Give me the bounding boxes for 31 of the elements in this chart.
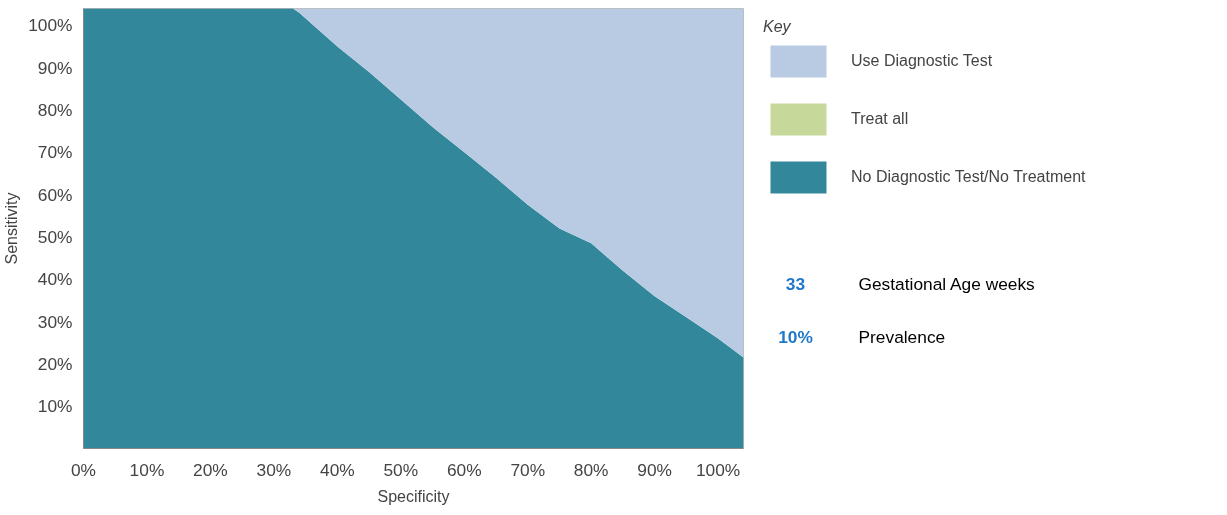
y-tick-label: 60% [37,184,73,205]
x-tick-label: 10% [129,459,165,480]
x-tick-label: 70% [510,459,546,480]
y-tick-label: 20% [37,353,73,374]
x-tick-label: 90% [637,459,672,480]
x-tick-label: 100% [695,459,741,480]
y-tick-label: 50% [37,226,73,247]
text: Gestational Age weeks [858,274,1036,295]
legend-label: No Diagnostic Test/No Treatment [851,168,1086,186]
y-tick-label: 10% [37,396,73,417]
x-tick-label: 30% [256,459,292,480]
x-tick-label: 0% [70,459,97,480]
y-tick-label: 80% [37,100,73,121]
text: Prevalence [858,327,946,347]
text: 33 [785,274,806,295]
x-tick-label: 50% [383,459,419,480]
x-tick-label: 20% [193,459,228,480]
x-tick-label: 40% [320,459,355,480]
legend-label: Treat all [851,110,909,128]
legend-label: Use Diagnostic Test [851,52,993,70]
y-axis-title: Sensitivity [3,192,21,265]
legend-title: Key [763,18,792,36]
y-tick-label: 90% [37,57,73,78]
x-tick-label: 60% [446,459,482,480]
y-tick-label: 30% [37,311,73,332]
x-axis-title: Specificity [377,487,450,505]
text: 10% [778,327,813,347]
y-tick-label: 70% [37,142,73,163]
y-tick-label: 40% [37,269,73,290]
y-tick-label: 100% [28,15,73,36]
x-tick-label: 80% [573,459,609,480]
